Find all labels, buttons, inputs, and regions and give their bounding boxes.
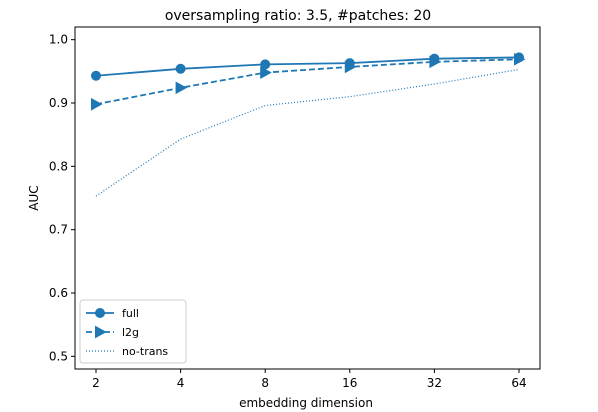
x-tick-label: 32: [427, 376, 442, 390]
data-point-l2g: [91, 97, 103, 111]
series-full: [91, 52, 524, 81]
y-tick-label: 1.0: [49, 33, 68, 47]
data-point-l2g: [344, 60, 357, 74]
series-l2g: [91, 52, 526, 111]
legend-label: full: [122, 307, 139, 320]
y-tick-label: 0.8: [49, 159, 68, 173]
legend-box: [79, 299, 187, 364]
y-tick-label: 0.9: [49, 96, 68, 110]
data-point-l2g: [514, 52, 526, 66]
series-line-full: [95, 56, 520, 77]
x-axis-title: embedding dimension: [239, 396, 373, 410]
x-axis: 2 4 8 16 32 64: [92, 369, 527, 390]
y-axis: 0.5 0.6 0.7 0.8 0.9 1.0: [49, 33, 75, 363]
x-tick-label: 2: [92, 376, 100, 390]
legend-label: no-trans: [122, 345, 168, 358]
legend: full l2g no-trans: [79, 299, 187, 364]
legend-marker: [95, 325, 107, 339]
y-tick-label: 0.7: [49, 223, 68, 237]
data-point-l2g: [175, 81, 188, 95]
data-point-l2g: [260, 66, 272, 79]
series-line-no-trans: [95, 68, 520, 197]
legend-label: l2g: [122, 326, 139, 339]
x-tick-label: 8: [261, 376, 269, 390]
series-no-trans: [95, 68, 520, 197]
data-point-l2g: [429, 55, 441, 69]
series-layer: [91, 52, 526, 197]
x-tick-label: 64: [511, 376, 526, 390]
data-point-full: [175, 63, 186, 74]
legend-item-full: full: [86, 307, 139, 320]
y-tick-label: 0.5: [49, 349, 68, 363]
legend-marker: [95, 308, 105, 318]
data-point-full: [260, 59, 271, 70]
series-line-l2g: [95, 58, 520, 106]
y-tick-label: 0.6: [49, 286, 68, 300]
y-axis-title: AUC: [27, 185, 41, 210]
chart-title: oversampling ratio: 3.5, #patches: 20: [165, 8, 431, 24]
x-tick-label: 4: [177, 376, 185, 390]
x-tick-label: 16: [342, 376, 357, 390]
legend-item-l2g: l2g: [86, 325, 139, 339]
legend-item-no-trans: no-trans: [86, 345, 168, 358]
data-point-full: [91, 70, 101, 81]
plot-area: [74, 26, 541, 370]
